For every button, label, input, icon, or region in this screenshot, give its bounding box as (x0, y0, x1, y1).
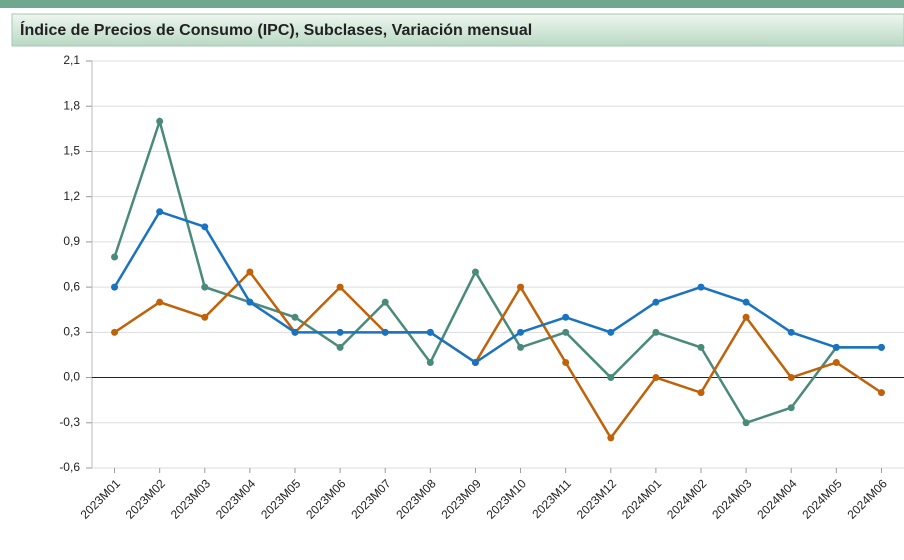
x-tick-label: 2023M05 (258, 476, 304, 522)
data-point (832, 358, 840, 366)
data-point (652, 298, 660, 306)
x-tick-label: 2023M08 (393, 476, 439, 522)
data-point (156, 208, 164, 216)
chart-title: Índice de Precios de Consumo (IPC), Subc… (20, 20, 532, 39)
data-point (111, 253, 119, 261)
data-point (697, 283, 705, 291)
data-point (517, 328, 525, 336)
x-tick-label: 2024M03 (709, 476, 755, 522)
x-tick-label: 2023M11 (529, 476, 574, 521)
data-point (742, 419, 750, 427)
data-point (517, 343, 525, 351)
data-point (787, 374, 795, 382)
x-tick-label: 2023M06 (303, 476, 349, 522)
series-line (113, 270, 883, 441)
data-point (201, 283, 209, 291)
x-tick-label: 2024M06 (845, 476, 891, 522)
data-point (381, 298, 389, 306)
x-tick-label: 2023M09 (439, 476, 485, 522)
data-point (697, 389, 705, 397)
y-tick-label: 0,0 (63, 370, 80, 384)
data-point (652, 328, 660, 336)
x-tick-label: 2024M04 (754, 476, 800, 522)
data-point (742, 298, 750, 306)
x-tick-label: 2024M01 (619, 476, 665, 522)
x-tick-label: 2023M07 (348, 476, 394, 522)
data-point (562, 313, 570, 321)
data-point (877, 389, 885, 397)
y-tick-label: 1,5 (63, 144, 80, 158)
data-point (832, 343, 840, 351)
top-accent (0, 0, 904, 8)
x-tick-label: 2023M02 (123, 476, 169, 522)
y-tick-label: 0,6 (63, 279, 80, 293)
data-point (336, 343, 344, 351)
y-tick-label: 2,1 (63, 53, 80, 67)
data-point (742, 313, 750, 321)
data-point (562, 358, 570, 366)
data-point (336, 328, 344, 336)
title-bar (11, 13, 904, 47)
data-point (426, 328, 434, 336)
series-line (113, 210, 882, 364)
data-point (291, 313, 299, 321)
data-point (156, 117, 164, 125)
x-tick-label: 2023M12 (574, 476, 620, 522)
data-point (471, 268, 479, 276)
data-point (246, 268, 254, 276)
data-point (471, 358, 479, 366)
data-point (426, 358, 434, 366)
x-tick-label: 2023M01 (78, 476, 124, 522)
data-point (877, 343, 885, 351)
y-tick-label: 0,3 (63, 325, 80, 339)
data-point (111, 328, 119, 336)
data-point (607, 434, 615, 442)
data-point (381, 328, 389, 336)
data-point (787, 328, 795, 336)
data-point (201, 223, 209, 231)
x-tick-label: 2023M10 (484, 476, 530, 522)
data-point (246, 298, 254, 306)
data-point (111, 283, 119, 291)
data-point (652, 374, 660, 382)
data-point (607, 328, 615, 336)
y-tick-label: 0,9 (63, 234, 80, 248)
data-point (562, 328, 570, 336)
series-line (113, 116, 882, 425)
data-point (787, 404, 795, 412)
data-point (607, 374, 615, 382)
y-tick-label: 1,2 (63, 189, 80, 203)
x-tick-label: 2024M02 (664, 476, 710, 522)
data-point (697, 343, 705, 351)
x-tick-label: 2024M05 (799, 476, 845, 522)
x-tick-label: 2023M03 (168, 476, 214, 522)
y-tick-label: -0,6 (59, 460, 80, 474)
y-tick-label: 1,8 (63, 98, 80, 112)
data-point (336, 283, 344, 291)
data-point (201, 313, 209, 321)
data-point (517, 283, 525, 291)
data-point (156, 298, 164, 306)
y-tick-label: -0,3 (59, 415, 80, 429)
x-tick-label: 2023M04 (213, 476, 259, 522)
data-point (291, 328, 299, 336)
